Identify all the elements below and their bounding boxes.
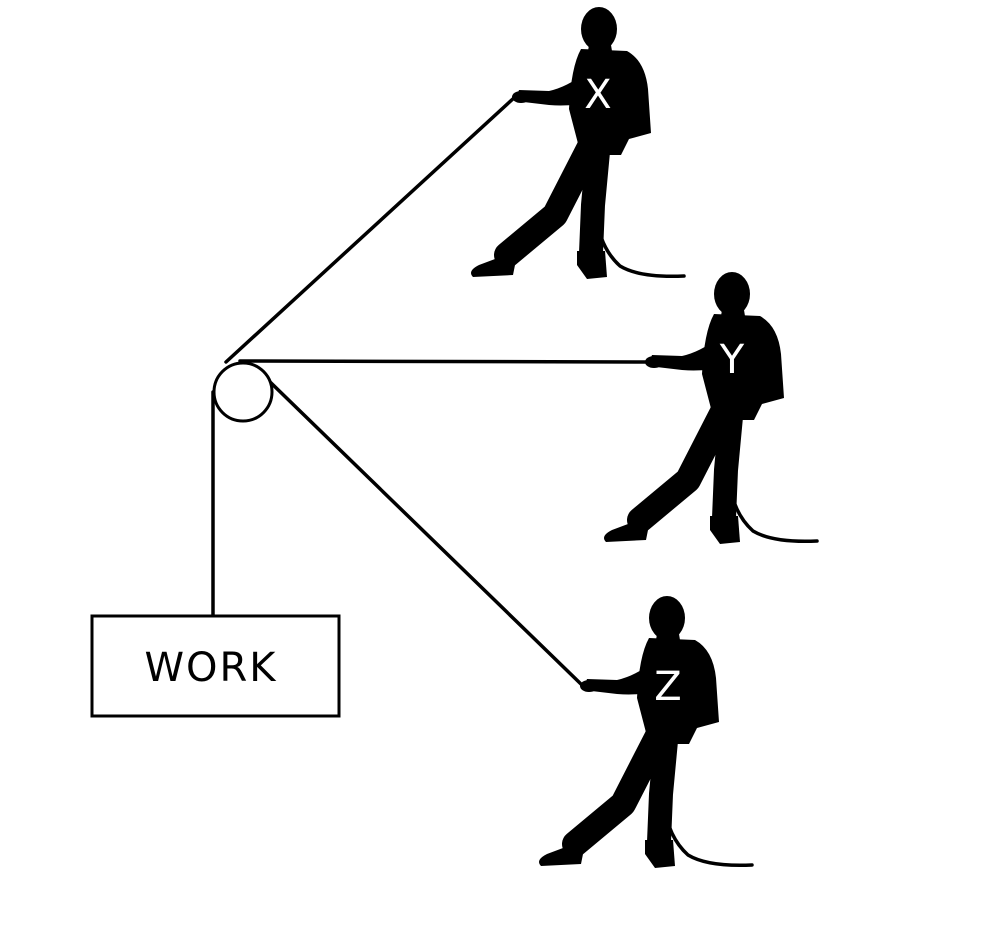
work-box	[90, 614, 341, 718]
puller-y-silhouette	[604, 272, 784, 544]
puller-z-label: Z	[654, 664, 681, 710]
rope-to-y	[238, 359, 650, 364]
puller-x-label: X	[584, 72, 611, 118]
puller-y: Y	[604, 272, 819, 544]
puller-y-rope-tail	[727, 478, 819, 544]
rope-to-x	[224, 95, 517, 364]
work-label: WORK	[144, 645, 277, 691]
work-load: WORK	[90, 614, 341, 718]
puller-x: X	[471, 7, 686, 279]
puller-y-label: Y	[719, 337, 745, 383]
puller-x-silhouette	[471, 7, 651, 279]
puller-z-rope-tail	[662, 802, 754, 868]
rope-to-z	[266, 378, 585, 688]
pulley-wheel	[212, 361, 274, 423]
puller-x-rope-tail	[594, 213, 686, 279]
puller-z: Z	[539, 596, 754, 868]
puller-z-silhouette	[539, 596, 719, 868]
